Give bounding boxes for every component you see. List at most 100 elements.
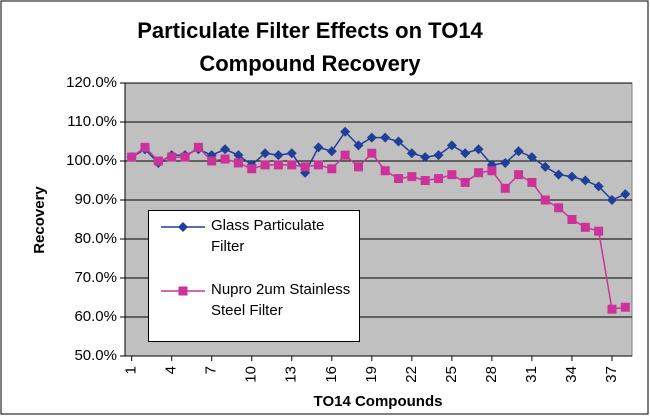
marker (220, 144, 231, 155)
legend-label: Glass Particulate Filter (211, 217, 325, 255)
marker (233, 158, 243, 168)
marker (514, 170, 524, 180)
marker (473, 144, 484, 155)
marker (460, 148, 471, 159)
marker (167, 152, 177, 162)
marker (313, 160, 323, 170)
marker (406, 148, 417, 159)
marker (394, 174, 404, 184)
x-tick-label: 22 (403, 366, 420, 383)
marker (273, 160, 283, 170)
marker (500, 183, 510, 193)
marker (380, 132, 391, 143)
marker (300, 162, 310, 172)
marker (286, 148, 297, 159)
marker (353, 162, 363, 172)
marker (178, 286, 188, 296)
marker (207, 156, 217, 166)
marker (140, 142, 150, 152)
x-tick-label: 25 (443, 366, 460, 383)
x-tick-label: 31 (523, 366, 540, 383)
marker (380, 166, 390, 176)
marker (340, 150, 350, 160)
marker (540, 195, 550, 205)
marker (247, 164, 257, 174)
marker (178, 222, 188, 232)
marker (460, 177, 470, 187)
marker (567, 215, 577, 224)
marker (367, 148, 377, 158)
legend-entry: Glass Particulate Filter (159, 215, 359, 275)
marker (233, 150, 244, 161)
y-tick-label: 120.0% (66, 74, 117, 91)
marker (407, 172, 417, 182)
marker (593, 181, 604, 192)
x-tick-label: 37 (603, 366, 620, 383)
marker (353, 140, 364, 151)
x-tick-label: 4 (163, 366, 180, 374)
legend-swatch (161, 222, 205, 232)
chart-title: Particulate Filter Effects on TO14 Compo… (137, 18, 483, 76)
legend-label: Nupro 2um Stainless Steel Filter (211, 281, 351, 319)
marker (420, 152, 431, 163)
marker (513, 146, 524, 157)
marker (500, 157, 511, 168)
marker (220, 154, 230, 164)
y-tick-label: 60.0% (74, 308, 117, 325)
marker (540, 161, 551, 172)
marker (193, 142, 203, 152)
marker (527, 177, 537, 187)
x-tick-label: 16 (323, 366, 340, 383)
marker (287, 160, 297, 170)
marker (620, 189, 631, 200)
marker (313, 142, 324, 153)
marker (327, 164, 337, 174)
marker (434, 174, 444, 184)
legend: Glass Particulate Filter Nupro 2um Stainl… (148, 210, 360, 342)
marker (127, 152, 137, 162)
y-tick-label: 110.0% (67, 113, 117, 130)
marker (554, 203, 564, 213)
y-tick-label: 70.0% (74, 269, 117, 286)
marker (594, 226, 604, 236)
y-tick-label: 90.0% (74, 191, 117, 208)
marker (580, 222, 590, 232)
marker (260, 148, 271, 159)
x-tick-label: 19 (363, 366, 380, 383)
y-axis-title: Recovery (31, 186, 48, 254)
marker (433, 150, 444, 161)
marker (153, 156, 163, 166)
marker (620, 302, 630, 312)
marker (273, 150, 284, 161)
marker (180, 152, 190, 162)
marker (553, 169, 564, 180)
marker (580, 175, 591, 186)
marker (607, 304, 617, 314)
marker (446, 140, 457, 151)
x-tick-label: 34 (563, 366, 580, 383)
marker (526, 152, 537, 163)
x-tick-label: 7 (203, 366, 220, 374)
marker (340, 126, 351, 137)
y-tick-label: 50.0% (74, 347, 117, 364)
marker (566, 171, 577, 182)
marker (487, 166, 497, 176)
marker (366, 132, 377, 143)
x-tick-label: 1 (123, 366, 140, 374)
marker (326, 146, 337, 157)
x-tick-label: 10 (243, 366, 260, 383)
marker (260, 160, 270, 170)
x-axis-title: TO14 Compounds (314, 393, 443, 410)
marker (606, 195, 617, 205)
y-tick-label: 80.0% (74, 230, 117, 247)
legend-swatch (161, 286, 205, 296)
marker (447, 170, 457, 180)
legend-entry: Nupro 2um Stainless Steel Filter (159, 279, 359, 339)
marker (420, 176, 430, 185)
x-tick-label: 13 (283, 366, 300, 383)
marker (393, 136, 404, 147)
x-tick-label: 28 (483, 366, 500, 383)
marker (474, 168, 484, 178)
y-tick-label: 100.0% (66, 152, 117, 169)
